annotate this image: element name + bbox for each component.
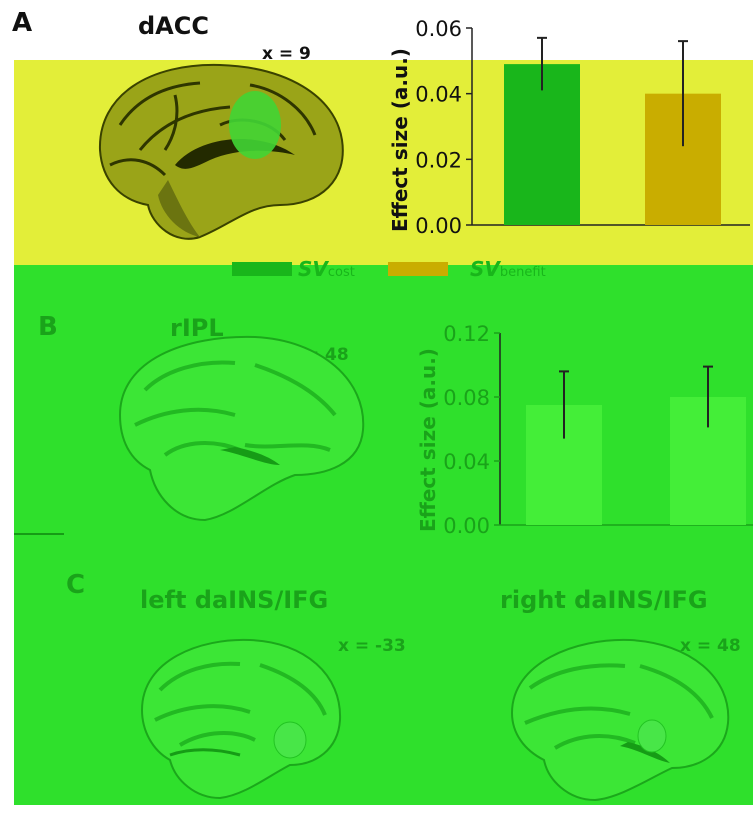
panel-a-coord: x = 9: [262, 44, 311, 64]
panel-c-right-coord: x = 48: [680, 636, 741, 656]
panel-c-left-coord: x = -33: [338, 636, 406, 656]
panel-b-ylabel: Effect size (a.u.): [416, 348, 440, 532]
panel-a-ylabel: Effect size (a.u.): [388, 48, 412, 232]
y-tick-label: 0.08: [443, 386, 490, 410]
legend-benefit-sub: benefit: [499, 265, 546, 280]
panel-a-letter: A: [12, 8, 33, 38]
y-tick-label: 0.04: [415, 83, 462, 107]
y-tick-label: 0.00: [415, 214, 462, 238]
panel-b-title: rIPL: [170, 314, 224, 342]
panel-b-scale-bar: [14, 533, 64, 535]
y-tick-label: 0.02: [415, 148, 462, 172]
panel-a-brain-image: [98, 63, 344, 240]
y-tick-label: 0.04: [443, 450, 490, 474]
legend-label-cost: SVcost: [298, 257, 355, 281]
legend-cost-main: SV: [298, 257, 328, 281]
y-tick-label: 0.00: [443, 514, 490, 535]
legend-benefit-main: SV: [470, 257, 500, 281]
y-tick-label: 0.06: [415, 17, 462, 41]
y-tick-label: 0.12: [443, 322, 490, 346]
legend-item-benefit: SVbenefit: [388, 257, 546, 281]
legend-item-cost: SVcost: [232, 257, 355, 281]
legend-label-benefit: SVbenefit: [470, 257, 546, 281]
panel-b-chart: 0.00 0.04 0.08 0.12: [443, 322, 753, 535]
panel-c-right-title: right daINS/IFG: [500, 586, 708, 614]
panel-a-title: dACC: [138, 12, 209, 40]
panel-a-chart: 0.00 0.02 0.04 0.06: [415, 17, 750, 238]
legend-swatch-cost: [232, 262, 292, 276]
legend-cost-sub: cost: [327, 265, 355, 280]
panel-c-letter: C: [66, 570, 86, 600]
panel-c-left-title: left daINS/IFG: [140, 586, 329, 614]
panel-c-right-brain-image: [510, 638, 730, 802]
panel-b-letter: B: [38, 312, 58, 342]
bar: [504, 64, 580, 225]
panel-c-left-brain-image: [140, 638, 342, 800]
panel-b-brain-image: [118, 335, 365, 522]
legend-swatch-benefit: [388, 262, 448, 276]
